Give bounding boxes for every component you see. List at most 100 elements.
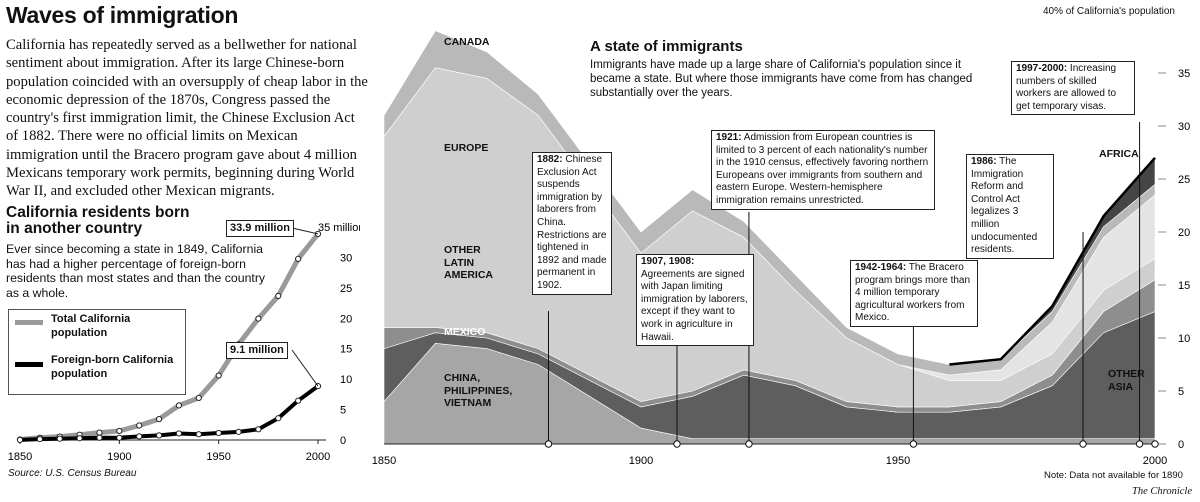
data-point-total <box>195 394 202 402</box>
region-label-latin: OTHER LATIN AMERICA <box>444 244 493 281</box>
right-x-tick-label: 2000 <box>1143 455 1167 467</box>
right-chart-description: Immigrants have made up a large share of… <box>590 59 973 99</box>
right-chart-title: A state of immigrants <box>590 38 743 55</box>
left-chart-description: Ever since becoming a state in 1849, Cal… <box>6 242 266 300</box>
callout-total: 33.9 million <box>226 220 294 237</box>
left-x-tick-label: 1850 <box>8 451 32 463</box>
left-y-tick-label: 20 <box>340 313 352 325</box>
series-line-foreign <box>19 384 320 442</box>
credit: The Chronicle <box>1132 486 1192 497</box>
africa-top-line <box>949 156 1156 366</box>
right-x-tick-label: 1900 <box>629 455 653 467</box>
right-y-tick-label: 25 <box>1178 174 1190 186</box>
data-point-total <box>275 292 282 300</box>
callout-marker-1921 <box>745 440 753 448</box>
callout-1986: 1986: The Immigration Reform and Control… <box>966 154 1054 259</box>
data-point-foreign <box>255 426 262 433</box>
region-label-africa: AFRICA <box>1099 148 1139 160</box>
callout-1921-head: 1921: <box>716 132 742 143</box>
callout-marker-2000 <box>1151 440 1159 448</box>
left-lines <box>16 227 322 443</box>
callout-leader-total <box>291 227 319 235</box>
data-point-foreign <box>16 436 24 443</box>
right-y-tick-label: 30 <box>1178 121 1190 133</box>
left-y-tick-label: 15 <box>340 344 352 356</box>
intro-paragraph: California has repeatedly served as a be… <box>6 37 368 200</box>
left-y-tick-label: 10 <box>340 374 352 386</box>
left-y-tick-label: 35 million <box>318 222 360 234</box>
data-point-foreign <box>275 415 282 422</box>
data-point-total <box>116 427 123 435</box>
legend-swatch-total <box>15 320 43 325</box>
region-label-canada: CANADA <box>444 36 490 48</box>
right-areas <box>383 30 1156 445</box>
callout-marker-1986 <box>1079 440 1087 448</box>
callout-foreign: 9.1 million <box>226 342 288 359</box>
source-note: Source: U.S. Census Bureau <box>8 468 137 479</box>
right-y-tick-label: 5 <box>1178 386 1184 398</box>
right-x-tick-label: 1950 <box>886 455 910 467</box>
callout-1907: 1907, 1908: Agreements are signed with J… <box>636 254 754 347</box>
data-point-total <box>155 416 163 423</box>
legend-label-foreign: Foreign-born California population <box>51 354 174 380</box>
callout-1997-body: Increasing numbers of skilled workers ar… <box>1016 63 1117 112</box>
callout-leaders <box>544 122 1159 448</box>
callout-1986-head: 1986: <box>971 156 997 167</box>
data-point-foreign <box>136 433 143 440</box>
right-x-tick-label: 1850 <box>372 455 396 467</box>
region-label-europe: EUROPE <box>444 142 489 154</box>
callout-1942-head: 1942-1964: <box>855 262 907 273</box>
left-chart-title: California residents born in another cou… <box>6 204 190 237</box>
data-point-foreign <box>195 431 202 438</box>
right-y-tick-label: 20 <box>1178 227 1190 239</box>
data-point-total <box>255 315 262 322</box>
legend-swatch-foreign <box>15 362 43 367</box>
right-axis-label: 40% of California's population <box>1043 6 1175 17</box>
area-africa <box>383 30 1156 365</box>
legend-label-total: Total California population <box>51 313 131 339</box>
right-axis: 0 5 10 15 20 25 30 35 1850 1900 1950 2000 <box>372 68 1190 467</box>
data-point-total <box>136 422 143 429</box>
data-point-foreign <box>96 434 103 441</box>
callout-1942: 1942-1964: The Bracero program brings mo… <box>850 260 978 327</box>
data-point-total <box>215 372 222 379</box>
data-point-foreign <box>56 435 63 442</box>
callout-1921: 1921: Admission from European countries … <box>711 130 935 210</box>
right-y-tick-label: 0 <box>1178 439 1184 451</box>
data-point-foreign <box>175 430 183 437</box>
data-point-total <box>175 402 183 409</box>
callout-marker-1997 <box>1135 440 1144 448</box>
callout-1907-body: Agreements are signed with Japan limitin… <box>641 268 748 343</box>
callout-marker-1907 <box>673 440 681 448</box>
callout-1986-body: The Immigration Reform and Control Act l… <box>971 156 1038 256</box>
left-y-tick-label: 5 <box>340 405 346 417</box>
region-label-china: CHINA, PHILIPPINES, VIETNAM <box>444 372 513 409</box>
left-y-tick-label: 30 <box>340 252 352 264</box>
left-y-tick-label: 0 <box>340 435 346 447</box>
right-y-tick-label: 15 <box>1178 280 1190 292</box>
left-line-chart: 0 5 10 15 20 25 30 35 million 1850 1900 1950 2000 <box>8 222 360 463</box>
right-y-tick-label: 10 <box>1178 333 1190 345</box>
callout-1997: 1997-2000: Increasing numbers of skilled… <box>1011 61 1135 116</box>
right-y-tick-label: 35 <box>1178 68 1190 80</box>
callout-1942-body: The Bracero program brings more than 4 m… <box>855 262 971 324</box>
callout-1882-body: Chinese Exclusion Act suspends immigrati… <box>537 154 607 291</box>
data-point-foreign <box>295 397 302 404</box>
left-legend: Total California population Foreign-born… <box>8 309 186 395</box>
region-label-other-asia: OTHER ASIA <box>1108 368 1145 393</box>
callout-1882: 1882: Chinese Exclusion Act suspends imm… <box>532 152 612 295</box>
data-note: Note: Data not available for 1890 <box>1044 470 1183 481</box>
data-point-foreign <box>155 432 163 439</box>
callout-1997-head: 1997-2000: <box>1016 63 1068 74</box>
callout-1882-head: 1882: <box>537 154 563 165</box>
callout-marker-1953 <box>909 440 918 448</box>
left-y-tick-label: 25 <box>340 283 352 295</box>
page-title: Waves of immigration <box>6 2 239 28</box>
data-point-foreign <box>36 435 43 443</box>
data-point-foreign <box>235 428 242 435</box>
series-line-total <box>19 232 320 442</box>
region-label-mexico: MEXICO <box>444 326 486 338</box>
left-x-tick-label: 1900 <box>107 451 131 463</box>
callout-marker-1882 <box>544 440 553 448</box>
